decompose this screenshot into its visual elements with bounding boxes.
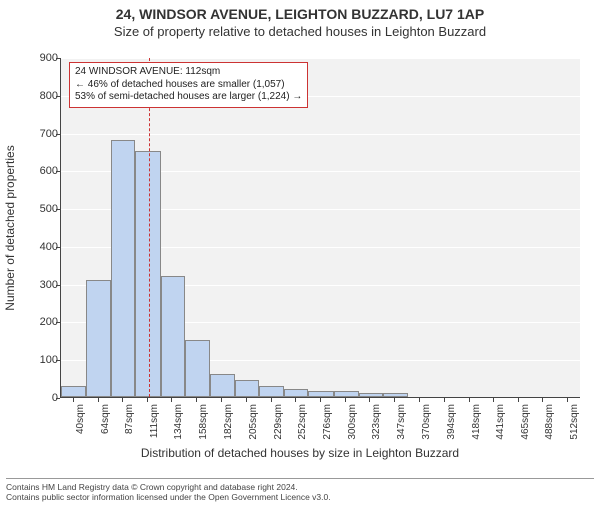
x-tick-mark <box>345 398 346 402</box>
y-tick-mark <box>56 360 60 361</box>
histogram-bar <box>308 391 333 397</box>
x-tick-mark <box>246 398 247 402</box>
x-tick-mark <box>567 398 568 402</box>
x-tick-mark <box>122 398 123 402</box>
plot-area: 24 WINDSOR AVENUE: 112sqm ← 46% of detac… <box>60 58 580 398</box>
x-tick-mark <box>196 398 197 402</box>
x-tick-label: 441sqm <box>495 404 506 450</box>
x-tick-label: 252sqm <box>297 404 308 450</box>
footer-attribution: Contains HM Land Registry data © Crown c… <box>6 478 594 502</box>
x-tick-mark <box>98 398 99 402</box>
x-tick-label: 276sqm <box>322 404 333 450</box>
x-tick-label: 418sqm <box>471 404 482 450</box>
histogram-bar <box>111 140 135 397</box>
histogram-bar <box>259 386 284 397</box>
x-tick-mark <box>469 398 470 402</box>
y-tick-mark <box>56 96 60 97</box>
x-tick-label: 512sqm <box>569 404 580 450</box>
y-tick-mark <box>56 171 60 172</box>
y-tick-label: 700 <box>24 128 58 140</box>
x-tick-label: 300sqm <box>347 404 358 450</box>
x-tick-label: 205sqm <box>248 404 259 450</box>
histogram-bar <box>210 374 235 397</box>
x-tick-label: 394sqm <box>446 404 457 450</box>
y-tick-label: 100 <box>24 354 58 366</box>
y-axis-label: Number of detached properties <box>3 145 17 310</box>
x-tick-label: 370sqm <box>421 404 432 450</box>
x-tick-label: 182sqm <box>223 404 234 450</box>
chart-title-main: 24, WINDSOR AVENUE, LEIGHTON BUZZARD, LU… <box>0 6 600 22</box>
y-tick-label: 800 <box>24 90 58 102</box>
x-tick-label: 323sqm <box>371 404 382 450</box>
x-tick-mark <box>493 398 494 402</box>
y-tick-mark <box>56 209 60 210</box>
histogram-bar <box>383 393 408 397</box>
annotation-line1: 24 WINDSOR AVENUE: 112sqm <box>75 66 302 79</box>
x-tick-mark <box>171 398 172 402</box>
x-tick-label: 229sqm <box>273 404 284 450</box>
y-tick-label: 200 <box>24 316 58 328</box>
x-tick-mark <box>369 398 370 402</box>
x-tick-mark <box>221 398 222 402</box>
histogram-bar <box>86 280 111 397</box>
histogram-bar <box>235 380 259 397</box>
x-tick-label: 40sqm <box>75 404 86 450</box>
histogram-bar <box>284 389 308 397</box>
histogram-bar <box>61 386 86 397</box>
y-tick-label: 0 <box>24 392 58 404</box>
histogram-bar <box>334 391 359 397</box>
x-tick-label: 87sqm <box>124 404 135 450</box>
x-tick-mark <box>271 398 272 402</box>
histogram-bar <box>135 151 160 397</box>
x-tick-label: 347sqm <box>396 404 407 450</box>
y-tick-mark <box>56 322 60 323</box>
y-tick-label: 500 <box>24 203 58 215</box>
footer-line1: Contains HM Land Registry data © Crown c… <box>6 482 594 492</box>
y-tick-mark <box>56 398 60 399</box>
x-tick-label: 465sqm <box>520 404 531 450</box>
x-tick-mark <box>320 398 321 402</box>
y-tick-mark <box>56 285 60 286</box>
histogram-bar <box>359 393 383 397</box>
x-tick-mark <box>73 398 74 402</box>
x-axis-label: Distribution of detached houses by size … <box>0 446 600 460</box>
gridline <box>61 134 580 135</box>
x-tick-mark <box>542 398 543 402</box>
x-tick-mark <box>518 398 519 402</box>
x-tick-mark <box>419 398 420 402</box>
annotation-line2: ← 46% of detached houses are smaller (1,… <box>75 79 302 92</box>
x-tick-mark <box>394 398 395 402</box>
chart-container: Number of detached properties 24 WINDSOR… <box>0 48 600 446</box>
histogram-bar <box>161 276 185 397</box>
x-tick-mark <box>295 398 296 402</box>
annotation-line3: 53% of semi-detached houses are larger (… <box>75 91 302 104</box>
property-marker-line <box>149 58 150 397</box>
footer-line2: Contains public sector information licen… <box>6 492 594 502</box>
x-tick-label: 488sqm <box>544 404 555 450</box>
y-tick-label: 600 <box>24 165 58 177</box>
y-tick-mark <box>56 134 60 135</box>
x-tick-label: 158sqm <box>198 404 209 450</box>
annotation-box: 24 WINDSOR AVENUE: 112sqm ← 46% of detac… <box>69 62 308 108</box>
chart-title-sub: Size of property relative to detached ho… <box>0 24 600 39</box>
x-tick-label: 111sqm <box>149 404 160 450</box>
y-tick-label: 400 <box>24 241 58 253</box>
x-tick-mark <box>147 398 148 402</box>
histogram-bar <box>185 340 210 397</box>
y-tick-label: 900 <box>24 52 58 64</box>
x-tick-label: 64sqm <box>100 404 111 450</box>
y-tick-mark <box>56 247 60 248</box>
x-tick-mark <box>444 398 445 402</box>
y-tick-mark <box>56 58 60 59</box>
y-tick-label: 300 <box>24 279 58 291</box>
gridline <box>61 58 580 59</box>
x-tick-label: 134sqm <box>173 404 184 450</box>
